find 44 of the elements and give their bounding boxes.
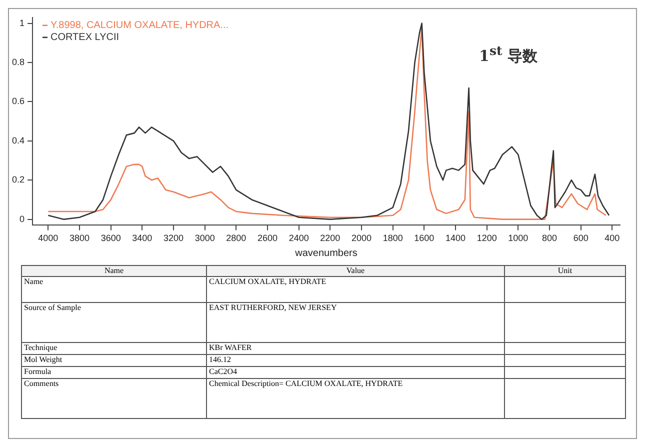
text: 146.12 bbox=[206, 354, 504, 366]
x-tick-label: 600 bbox=[573, 233, 588, 244]
text: Unit bbox=[504, 266, 626, 276]
x-tick-label: 800 bbox=[542, 233, 558, 244]
text: EAST RUTHERFORD, NEW JERSEY bbox=[206, 302, 504, 342]
x-tick-label: 3000 bbox=[194, 233, 215, 244]
x-tick-label: 1400 bbox=[445, 233, 466, 244]
text: CaC2O4 bbox=[206, 366, 504, 378]
text: Mol Weight bbox=[22, 354, 206, 366]
x-axis-title: wavenumbers bbox=[294, 248, 358, 259]
x-tick-label: 4000 bbox=[38, 233, 58, 244]
legend-label: Y.8998, CALCIUM OXALATE, HYDRA... bbox=[50, 20, 229, 32]
source-note: Source of Sample bbox=[22, 302, 206, 342]
y-tick-label: 0 bbox=[19, 214, 25, 224]
x-tick-label: 2800 bbox=[226, 233, 246, 244]
x-tick-label: 2400 bbox=[288, 233, 309, 244]
y-tick-label: 1 bbox=[19, 18, 25, 28]
text: Comments bbox=[22, 378, 206, 418]
text: Name bbox=[22, 266, 206, 276]
text: Formula bbox=[22, 366, 206, 378]
y-tick-label: 0.4 bbox=[12, 135, 25, 146]
x-tick-label: 1800 bbox=[382, 233, 403, 244]
text: Technique bbox=[22, 342, 206, 354]
text: 1$^{st}$ 导数 bbox=[479, 43, 538, 66]
x-tick-label: 1600 bbox=[414, 233, 434, 244]
y-tick-label: 0.8 bbox=[12, 56, 25, 67]
text: Chemical Description= CALCIUM OXALATE, HYDRATE bbox=[206, 378, 504, 418]
x-tick-label: 3200 bbox=[163, 233, 184, 244]
x-tick-label: 2200 bbox=[320, 233, 340, 244]
x-tick-label: 2600 bbox=[257, 233, 278, 244]
y-tick-label: 0.2 bbox=[12, 174, 25, 185]
legend-label: CORTEX LYCII bbox=[50, 32, 120, 44]
x-tick-label: 3600 bbox=[100, 233, 121, 244]
x-tick-label: 3400 bbox=[132, 233, 152, 244]
x-tick-label: 400 bbox=[604, 233, 620, 244]
x-tick-label: 1200 bbox=[476, 233, 497, 244]
x-tick-label: 3800 bbox=[69, 233, 90, 244]
text: Value bbox=[206, 266, 504, 276]
text: CALCIUM OXALATE, HYDRATE bbox=[206, 276, 504, 302]
text: Name bbox=[22, 276, 206, 302]
y-tick-label: 0.6 bbox=[12, 96, 25, 106]
x-tick-label: 1000 bbox=[508, 233, 528, 244]
text: KBr WAFER bbox=[206, 342, 504, 354]
x-tick-label: 2000 bbox=[351, 233, 372, 244]
